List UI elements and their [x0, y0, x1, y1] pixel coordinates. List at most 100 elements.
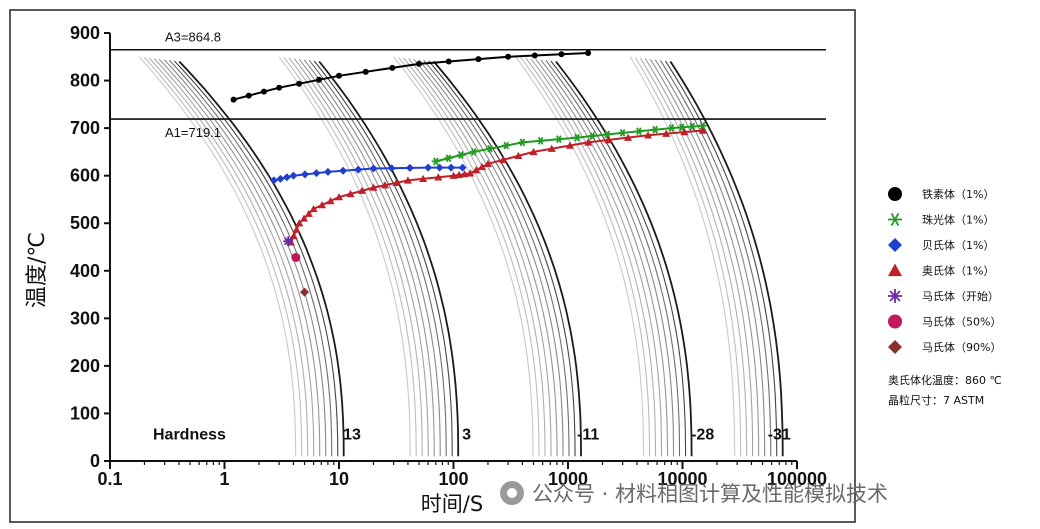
y-tick-label: 300 — [70, 308, 100, 328]
reference-lines: A3=864.8 A1=719.1 — [110, 30, 826, 140]
data-point — [604, 136, 613, 144]
cooling-curve — [143, 57, 303, 457]
legend-label: 马氏体（50%） — [922, 315, 1001, 329]
cooling-curve — [403, 57, 546, 457]
axes: 0 100 200 300 400 500 600 700 800 900 0.1 1 10 100 100… — [70, 23, 827, 489]
cooling-curve — [520, 57, 651, 457]
data-point — [618, 128, 627, 137]
data-point — [326, 197, 335, 205]
data-point — [354, 165, 363, 174]
cooling-curve — [278, 56, 411, 457]
y-tick-label: 800 — [70, 71, 100, 91]
data-point — [466, 169, 475, 177]
legend-marker — [888, 187, 902, 201]
reference-label: A1=719.1 — [165, 125, 221, 140]
reference-label: A3=864.8 — [165, 30, 221, 45]
data-series — [230, 49, 707, 297]
data-point — [680, 128, 689, 136]
data-point — [276, 84, 283, 91]
cooling-curves — [138, 56, 784, 457]
data-point — [447, 163, 456, 172]
hardness-value: -31 — [768, 427, 791, 444]
data-point — [444, 154, 453, 163]
data-point — [584, 138, 593, 146]
cooling-curve — [545, 59, 681, 457]
hardness-value: 3 — [462, 427, 471, 444]
x-tick-label: 10000 — [657, 469, 707, 489]
data-point — [624, 133, 633, 141]
legend-label: 贝氏体（1%） — [922, 238, 994, 252]
data-point — [455, 170, 464, 179]
hardness-row: Hardness 13 3 -11 -28 -31 — [153, 427, 791, 444]
data-point — [434, 173, 443, 181]
data-point — [634, 127, 643, 136]
data-point — [424, 163, 433, 172]
cooling-curve — [644, 58, 754, 457]
y-tick-label: 200 — [70, 356, 100, 376]
x-tick-label: 1000 — [548, 469, 588, 489]
cooling-curve — [283, 57, 417, 457]
y-tick-label: 900 — [70, 23, 100, 43]
legend-marker — [888, 238, 902, 252]
data-point — [336, 72, 342, 79]
x-tick-label: 0.1 — [97, 469, 122, 489]
data-point — [531, 52, 538, 59]
cooling-curve — [138, 56, 297, 457]
data-point — [449, 171, 458, 179]
hardness-value: 13 — [343, 427, 361, 444]
cooling-curve — [555, 60, 693, 457]
data-point — [405, 163, 414, 172]
data-point — [431, 157, 440, 166]
y-tick-label: 500 — [70, 213, 100, 233]
cooling-curve — [629, 56, 736, 457]
data-point — [416, 60, 423, 67]
data-point — [296, 80, 303, 87]
data-point — [260, 88, 267, 95]
data-point — [357, 186, 366, 194]
data-point — [585, 49, 592, 56]
x-axis-label: 时间/S — [421, 492, 483, 516]
data-point — [688, 122, 697, 131]
data-point — [475, 56, 482, 63]
data-point — [483, 159, 492, 167]
data-point — [529, 147, 538, 156]
data-point — [283, 236, 294, 247]
cooling-curve — [550, 60, 687, 457]
data-point — [435, 163, 444, 172]
cooling-curve — [540, 59, 675, 457]
data-point — [457, 151, 465, 159]
watermark: 公众号 · 材料相图计算及性能模拟技术 — [500, 481, 888, 506]
data-point — [276, 174, 285, 183]
note-austenitizing: 奥氏体化温度：860 ℃ — [888, 373, 1002, 387]
data-point — [502, 141, 511, 150]
cooling-curve — [313, 60, 453, 457]
data-point — [485, 144, 494, 153]
data-point — [392, 178, 401, 186]
x-tick-label: 100 — [438, 469, 468, 489]
legend-label: 奥氏体（1%） — [922, 264, 994, 278]
y-tick-label: 600 — [70, 166, 100, 186]
data-point — [292, 225, 301, 233]
y-tick-label: 700 — [70, 118, 100, 138]
data-point — [389, 64, 396, 71]
watermark-text: 公众号 · 材料相图计算及性能模拟技术 — [532, 482, 888, 506]
data-point — [312, 169, 321, 178]
wechat-icon-inner — [507, 488, 517, 498]
cooling-curve — [428, 60, 576, 457]
data-point — [518, 138, 527, 147]
data-point — [698, 126, 707, 134]
cooling-curve — [423, 59, 570, 457]
data-point — [558, 51, 565, 58]
hardness-title: Hardness — [153, 427, 226, 444]
data-point — [295, 219, 304, 227]
cooling-curve — [298, 58, 435, 457]
cooling-curve — [178, 60, 345, 457]
data-point — [554, 135, 563, 144]
series-line — [233, 52, 589, 101]
legend-label: 铁素体（1%） — [922, 187, 994, 201]
cooling-curve — [303, 59, 441, 457]
cooling-curve — [293, 58, 429, 457]
cooling-curve — [649, 58, 760, 457]
cooling-curve — [669, 61, 784, 457]
